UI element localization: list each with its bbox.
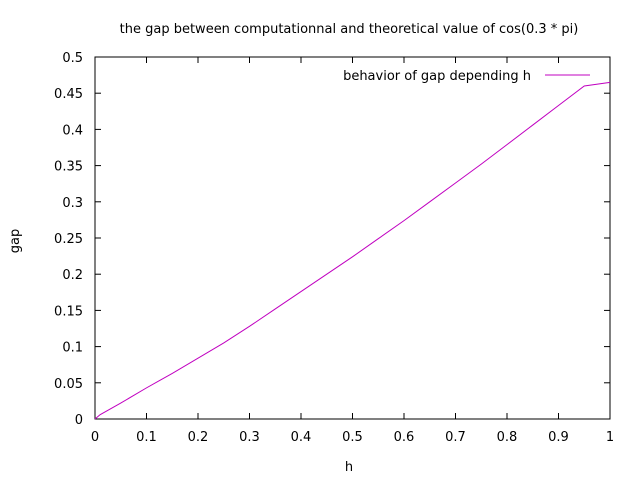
series-layer bbox=[94, 81, 611, 420]
x-tick-label-10: 1 bbox=[606, 430, 614, 445]
x-tick-label-8: 0.8 bbox=[497, 430, 518, 445]
series-line-0 bbox=[94, 81, 611, 420]
x-axis-label: h bbox=[345, 460, 353, 475]
legend: behavior of gap depending h bbox=[343, 69, 590, 84]
y-tick-label-7: 0.35 bbox=[54, 160, 83, 175]
legend-label-0: behavior of gap depending h bbox=[343, 69, 531, 84]
y-ticks: 0 0.05 0.1 0.15 0.2 0.25 0.3 0.35 0.4 0.45 0.5 bbox=[54, 51, 610, 428]
y-axis-label: gap bbox=[8, 229, 23, 253]
y-tick-label-3: 0.15 bbox=[54, 304, 83, 319]
y-tick-label-9: 0.45 bbox=[54, 87, 83, 102]
y-tick-label-6: 0.3 bbox=[62, 196, 83, 211]
y-tick-label-10: 0.5 bbox=[62, 51, 83, 66]
x-tick-label-4: 0.4 bbox=[291, 430, 312, 445]
x-tick-label-3: 0.3 bbox=[239, 430, 260, 445]
x-tick-label-2: 0.2 bbox=[188, 430, 209, 445]
x-tick-label-7: 0.7 bbox=[445, 430, 466, 445]
x-tick-label-9: 0.9 bbox=[548, 430, 569, 445]
x-ticks: 0 0.1 0.2 0.3 0.4 0.5 0.6 0.7 0.8 0.9 1 bbox=[91, 57, 614, 445]
y-tick-label-5: 0.25 bbox=[54, 232, 83, 247]
x-tick-label-6: 0.6 bbox=[394, 430, 415, 445]
chart-title: the gap between computationnal and theor… bbox=[120, 22, 579, 37]
x-tick-label-1: 0.1 bbox=[136, 430, 157, 445]
x-tick-label-0: 0 bbox=[91, 430, 99, 445]
y-tick-label-0: 0 bbox=[75, 413, 83, 428]
y-tick-label-2: 0.1 bbox=[62, 341, 83, 356]
x-tick-label-5: 0.5 bbox=[342, 430, 363, 445]
y-tick-label-8: 0.4 bbox=[62, 123, 83, 138]
y-tick-label-1: 0.05 bbox=[54, 377, 83, 392]
y-tick-label-4: 0.2 bbox=[62, 268, 83, 283]
